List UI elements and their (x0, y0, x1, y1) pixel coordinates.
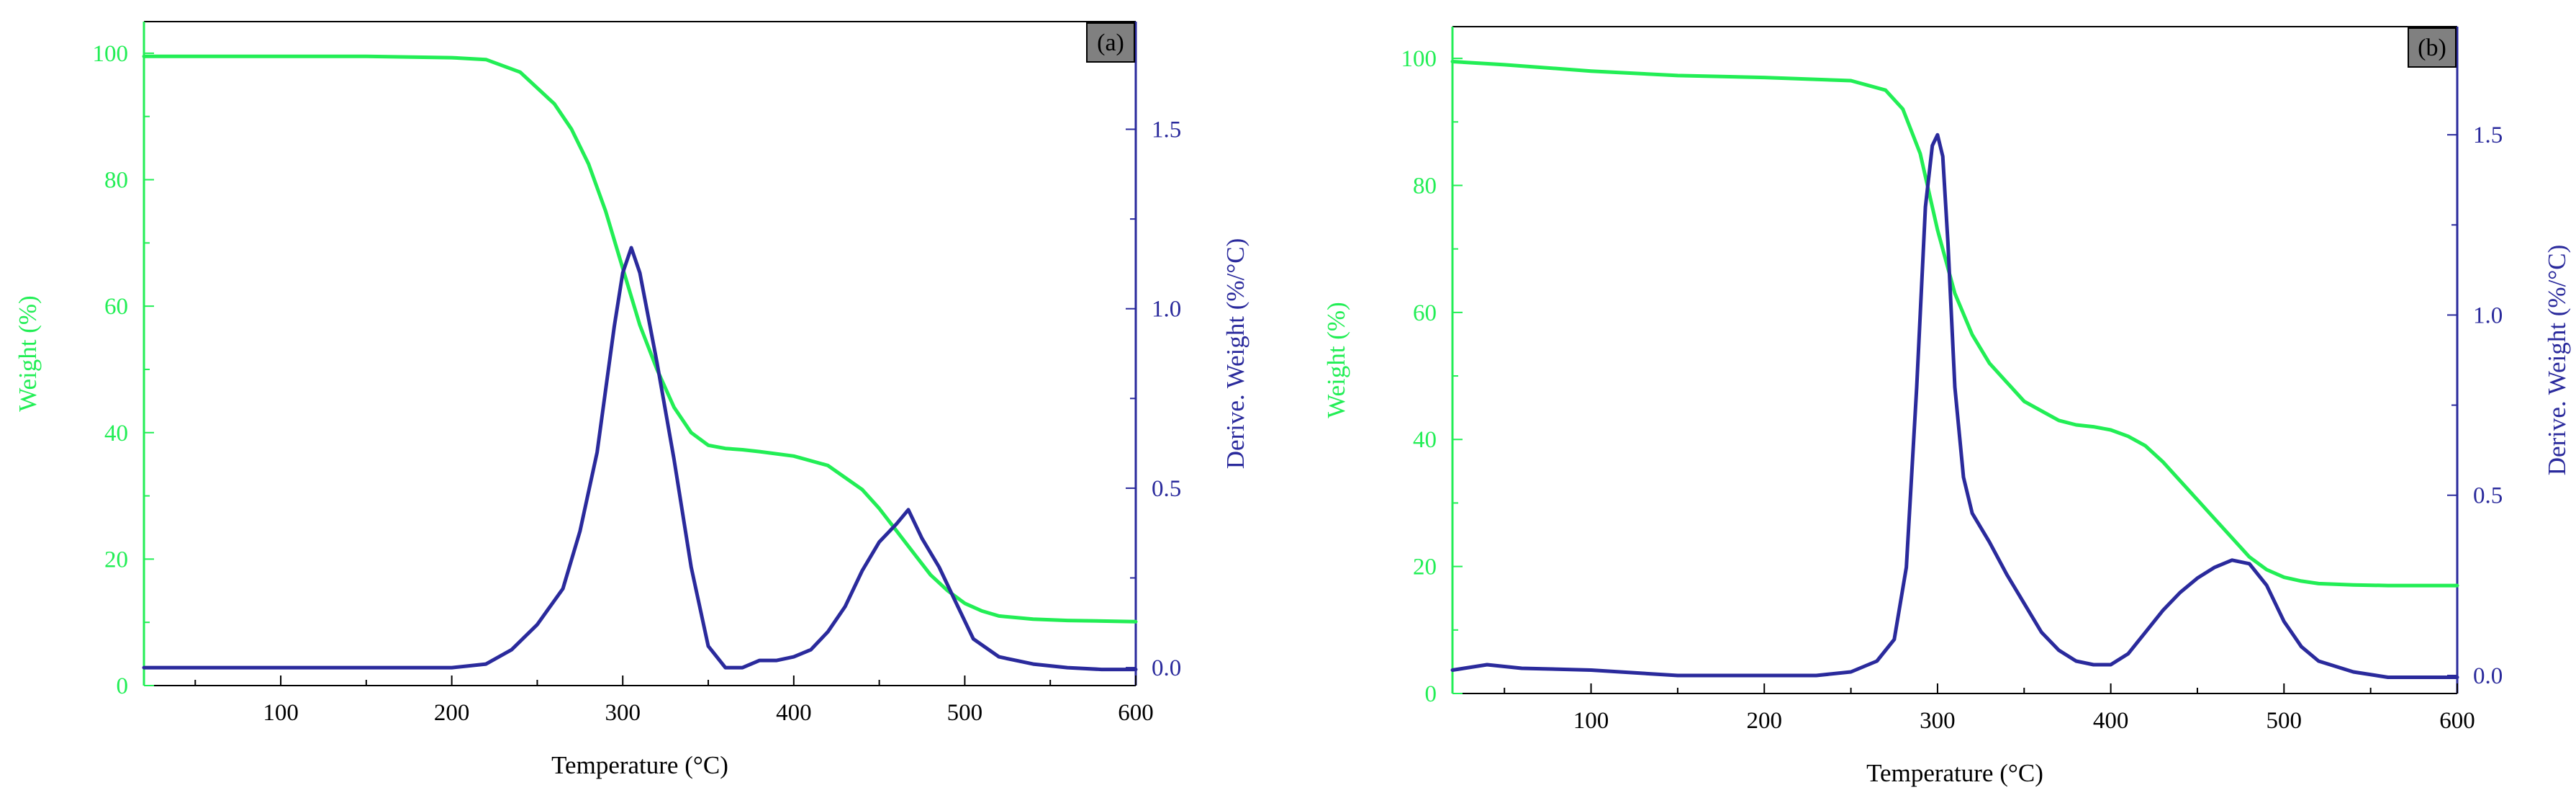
x-tick-label: 500 (2267, 708, 2302, 734)
y-left-tick-label: 20 (1413, 555, 1437, 580)
y-right-tick-label: 0.0 (2473, 663, 2503, 689)
y-left-tick-label: 100 (93, 41, 129, 67)
y-left-tick-label: 0 (1425, 681, 1437, 707)
x-tick-label: 300 (605, 700, 641, 726)
y-left-tick-label: 0 (117, 673, 129, 699)
x-tick-label: 100 (1573, 708, 1609, 734)
x-tick-label: 600 (2439, 708, 2475, 734)
y-left-tick-label: 80 (1413, 173, 1437, 199)
derivative-series-line (142, 246, 1138, 672)
y-left-tick-label: 60 (104, 294, 128, 320)
panel-label: (a) (1097, 30, 1124, 56)
y-right-tick-label: 1.0 (1152, 297, 1181, 323)
x-axis-title: Temperature (°C) (1866, 759, 2043, 787)
y-left-tick-label: 80 (104, 168, 128, 194)
y-right-tick-label: 0.5 (1152, 476, 1181, 502)
weight-series-line (1450, 60, 2459, 588)
x-tick-label: 300 (1920, 708, 1956, 734)
y-left-tick-label: 40 (104, 421, 128, 446)
x-tick-label: 400 (2093, 708, 2129, 734)
panel-label-box (1086, 22, 1135, 63)
y-left-tick-label: 40 (1413, 427, 1437, 453)
x-tick-label: 200 (434, 700, 470, 726)
y-left-axis-title: Weight (%) (14, 295, 42, 411)
y-left-tick-label: 100 (1401, 46, 1437, 72)
y-right-tick-label: 1.5 (1152, 117, 1181, 143)
y-left-axis-title: Weight (%) (1322, 302, 1350, 418)
x-tick-label: 400 (776, 700, 812, 726)
x-tick-label: 600 (1118, 700, 1154, 726)
y-right-axis-title: Derive. Weight (%/°C) (1221, 238, 1249, 470)
x-tick-label: 100 (263, 700, 299, 726)
y-right-tick-label: 0.0 (1152, 655, 1181, 681)
x-tick-label: 500 (947, 700, 983, 726)
panel-label: (b) (2418, 35, 2446, 61)
panel-label-box (2408, 27, 2457, 68)
y-left-tick-label: 20 (104, 547, 128, 573)
y-left-tick-label: 60 (1413, 300, 1437, 326)
y-right-axis-title: Derive. Weight (%/°C) (2543, 245, 2571, 476)
y-right-tick-label: 1.5 (2473, 122, 2503, 148)
y-right-tick-label: 1.0 (2473, 302, 2503, 328)
y-right-tick-label: 0.5 (2473, 483, 2503, 509)
panel-b: 100 200 300 400 500 600 0 20 40 60 80 100 0.0 0.5 1.0 1… (1322, 26, 2571, 787)
panel-a: 100 200 300 400 500 600 0 20 40 60 80 100 0.0 0.5 1.0 1… (14, 21, 1249, 779)
x-tick-label: 200 (1746, 708, 1782, 734)
derivative-series-line (1450, 133, 2459, 679)
weight-series-line (142, 54, 1138, 624)
x-axis-title: Temperature (°C) (551, 751, 728, 779)
